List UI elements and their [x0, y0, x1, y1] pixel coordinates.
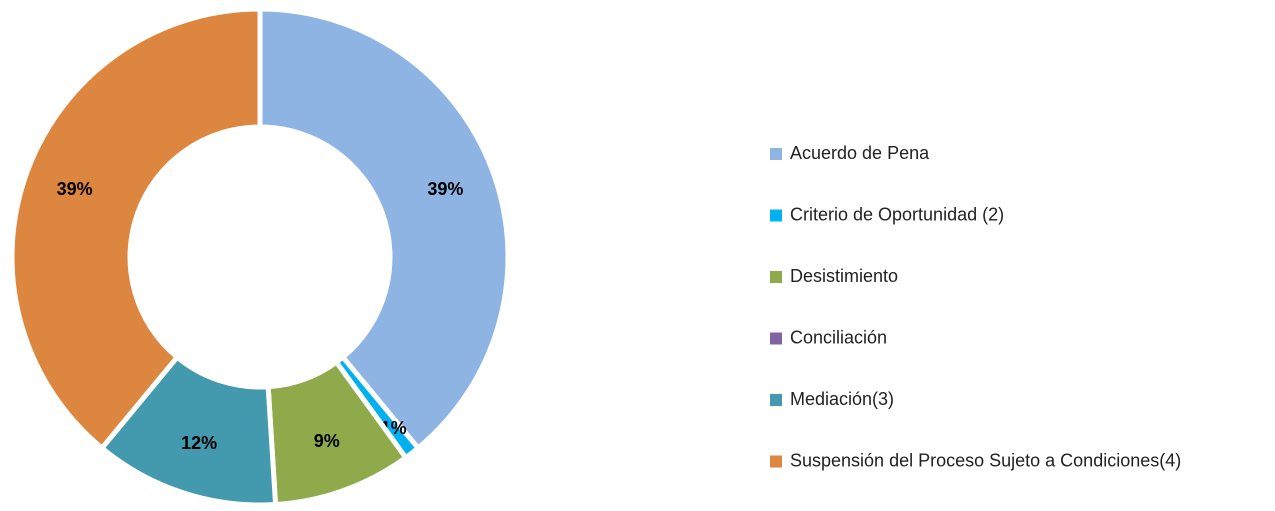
legend-label: Acuerdo de Pena: [790, 143, 930, 163]
data-label: 39%: [57, 179, 93, 199]
data-label: 12%: [181, 433, 217, 453]
legend-label: Suspensión del Proceso Sujeto a Condicio…: [790, 450, 1181, 470]
legend-label: Conciliación: [790, 327, 887, 347]
legend-swatch: [770, 271, 782, 283]
legend-swatch: [770, 394, 782, 406]
donut-slice: [9, 6, 263, 452]
donut-slice: [257, 6, 511, 452]
legend-swatch: [770, 209, 782, 222]
legend-label: Criterio de Oportunidad (2): [790, 204, 1004, 224]
legend-label: Mediación(3): [790, 389, 894, 409]
legend-label: Desistimiento: [790, 266, 898, 286]
data-label: 39%: [427, 179, 463, 199]
legend-swatch: [770, 148, 782, 160]
legend-swatch: [770, 332, 782, 345]
data-label: 9%: [314, 431, 340, 451]
legend-swatch: [770, 455, 782, 468]
